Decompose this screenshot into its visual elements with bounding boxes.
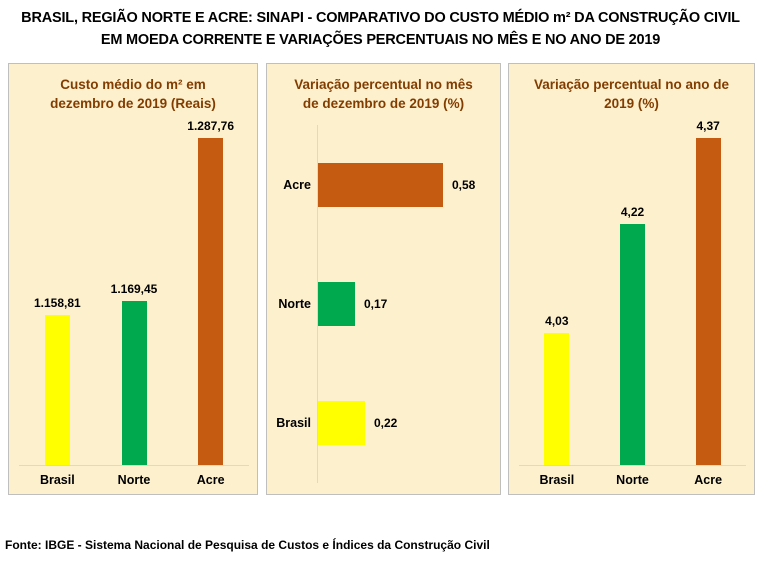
category-label-brasil: Brasil [276, 416, 311, 431]
category-label-norte: Norte [278, 297, 311, 311]
source-note: Fonte: IBGE - Sistema Nacional de Pesqui… [5, 538, 490, 552]
year-category-axis: Brasil Norte Acre [519, 473, 746, 487]
bar-acre [198, 138, 224, 465]
category-label-norte: Norte [117, 473, 151, 487]
page-title: BRASIL, REGIÃO NORTE E ACRE: SINAPI - CO… [0, 7, 761, 51]
category-label-norte: Norte [616, 473, 649, 487]
category-label-brasil: Brasil [39, 473, 75, 487]
panel-year-title-line1: Variação percentual no ano de [533, 77, 730, 92]
category-label-acre: Acre [283, 177, 311, 192]
category-label-acre: Acre [694, 473, 723, 487]
panel-cost-per-m2: Custo médio do m² em dezembro de 2019 (Re… [8, 63, 258, 495]
bar-acre [318, 162, 443, 207]
panel-year-title-line2: 2019 (%) [604, 96, 659, 112]
month-plot-area: Acre 0,58 Norte 0,17 Brasil 0,22 [267, 125, 500, 483]
value-label-norte: 0,17 [364, 297, 388, 311]
panel-cost-title: Custo médio do m² em dezembro de 2019 (Re… [9, 75, 257, 113]
bar-brasil [544, 333, 570, 465]
value-label-acre: 1.287,76 [187, 119, 235, 133]
panel-month-title: Variação percentual no mês de dezembro de… [267, 75, 500, 113]
year-plot-area: 4,03 4,22 4,37 [519, 119, 746, 466]
bar-norte [620, 224, 645, 465]
panel-cost-title-line2: dezembro de 2019 (Reais) [50, 96, 216, 112]
bar-brasil [318, 401, 365, 446]
value-axis-line [317, 125, 318, 483]
bar-brasil [44, 315, 70, 465]
value-label-brasil: 0,22 [374, 416, 398, 431]
value-label-norte: 4,22 [620, 205, 645, 219]
panel-month-variation: Variação percentual no mês de dezembro de… [266, 63, 501, 495]
value-label-norte: 1.169,45 [110, 282, 158, 296]
value-label-acre: 4,37 [696, 119, 720, 133]
panel-cost-title-line1: Custo médio do m² em [60, 77, 206, 92]
value-label-acre: 0,58 [452, 177, 476, 192]
value-label-brasil: 1.158,81 [33, 296, 81, 310]
category-label-acre: Acre [196, 473, 225, 487]
panel-month-title-line2: de dezembro de 2019 (%) [302, 96, 465, 112]
value-label-brasil: 4,03 [545, 314, 569, 328]
cost-plot-area: 1.158,81 1.169,45 1.287,76 [19, 119, 249, 466]
bar-norte [318, 282, 355, 326]
bar-norte [121, 301, 147, 465]
panel-year-title: Variação percentual no ano de 2019 (%) [509, 75, 754, 113]
cost-category-axis: Brasil Norte Acre [19, 473, 249, 487]
page-title-line1: BRASIL, REGIÃO NORTE E ACRE: SINAPI - CO… [21, 10, 740, 26]
panel-year-variation: Variação percentual no ano de 2019 (%) 4,… [508, 63, 755, 495]
category-label-brasil: Brasil [539, 473, 575, 487]
panel-month-title-line1: Variação percentual no mês [294, 77, 473, 92]
page-title-line2: EM MOEDA CORRENTE E VARIAÇÕES PERCENTUAI… [100, 32, 661, 48]
bar-acre [695, 138, 721, 465]
